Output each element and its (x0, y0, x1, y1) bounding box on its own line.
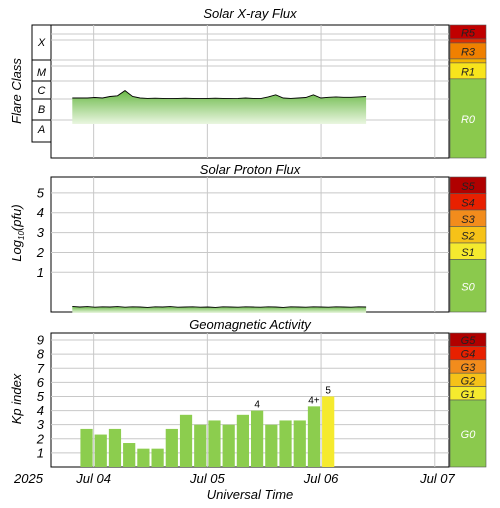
proton-y-axis-label: Log10(pfu) (9, 204, 26, 261)
scale-label-r5: R5 (461, 27, 476, 39)
x-tick-label: Jul 06 (303, 471, 339, 486)
kp-y-axis-label: Kp index (9, 373, 24, 424)
kp-bar (137, 448, 150, 467)
xray-panel-title: Solar X-ray Flux (203, 6, 297, 21)
flare-class-a: A (37, 124, 45, 136)
kp-bar (194, 424, 207, 467)
kp-bar (279, 420, 292, 467)
scale-label-s2: S2 (461, 230, 474, 242)
scale-label-g2: G2 (461, 375, 476, 387)
proton-flux-area (72, 306, 367, 313)
scale-label-r3: R3 (461, 46, 476, 58)
flare-class-c: C (38, 85, 46, 97)
proton-y-tick: 5 (37, 185, 45, 200)
kp-y-tick: 9 (37, 333, 44, 348)
scale-level- (449, 38, 487, 44)
proton-y-tick: 1 (37, 265, 44, 280)
kp-y-tick: 3 (37, 417, 45, 432)
proton-y-tick: 2 (36, 245, 45, 260)
xray-flux-line (72, 90, 367, 100)
kp-y-tick: 8 (37, 347, 45, 362)
kp-bar (108, 428, 122, 467)
scale-label-g0: G0 (461, 429, 477, 441)
kp-y-tick: 4 (37, 403, 44, 418)
scale-label-r0: R0 (461, 114, 476, 126)
x-tick-label: Jul 07 (419, 471, 455, 486)
kp-bar (179, 414, 193, 467)
scale-label-s1: S1 (461, 247, 474, 259)
scale-label-s5: S5 (461, 181, 475, 193)
kp-bar (94, 434, 107, 467)
x-tick-label: Jul 04 (75, 471, 111, 486)
scale-level-g0 (449, 399, 487, 468)
proton-plot-area (50, 176, 450, 313)
scale-label-g1: G1 (461, 389, 476, 401)
proton-y-tick: 4 (37, 205, 44, 220)
kp-y-tick: 6 (37, 375, 45, 390)
kp-bar (151, 448, 164, 467)
kp-bar (322, 396, 335, 467)
kp-bar (80, 428, 93, 467)
kp-y-tick: 2 (36, 431, 45, 446)
proton-flux-line (72, 305, 367, 308)
kp-bar (293, 420, 306, 467)
proton-y-tick: 3 (37, 225, 45, 240)
scale-level- (449, 58, 487, 64)
kp-bar (236, 414, 249, 467)
x-tick-label: Jul 05 (189, 471, 225, 486)
kp-y-tick: 5 (37, 389, 45, 404)
x-axis-label: Universal Time (207, 487, 294, 502)
kp-bar-label: 4+ (308, 395, 320, 406)
scale-label-s0: S0 (461, 281, 475, 293)
scale-label-g4: G4 (461, 349, 476, 361)
xray-flux-area (72, 90, 367, 124)
kp-bar-label: 4 (254, 400, 260, 411)
scale-label-g5: G5 (461, 335, 477, 347)
scale-label-r1: R1 (461, 66, 475, 78)
kp-bar (123, 443, 136, 467)
x-axis-year: 2025 (13, 471, 44, 486)
kp-y-tick: 1 (37, 445, 44, 460)
scale-level-r0 (449, 78, 487, 159)
scale-label-g3: G3 (461, 362, 477, 374)
proton-panel-title: Solar Proton Flux (200, 162, 301, 177)
kp-bar (165, 428, 178, 467)
kp-bar (251, 410, 264, 467)
kp-y-tick: 7 (37, 361, 45, 376)
flare-class-m: M (37, 67, 47, 79)
flare-class-x: X (37, 37, 46, 49)
kp-panel-title: Geomagnetic Activity (189, 317, 312, 332)
kp-bar-label: 5 (325, 385, 331, 396)
kp-bar (265, 424, 278, 467)
xray-plot-area (50, 24, 450, 159)
flare-class-b: B (38, 104, 45, 116)
scale-label-s4: S4 (461, 197, 474, 209)
scale-level-s0 (449, 259, 487, 313)
kp-bar (307, 406, 321, 467)
scale-label-s3: S3 (461, 214, 475, 226)
kp-bar (208, 420, 221, 467)
kp-bar (222, 424, 235, 467)
xray-y-axis-label: Flare Class (9, 58, 24, 124)
